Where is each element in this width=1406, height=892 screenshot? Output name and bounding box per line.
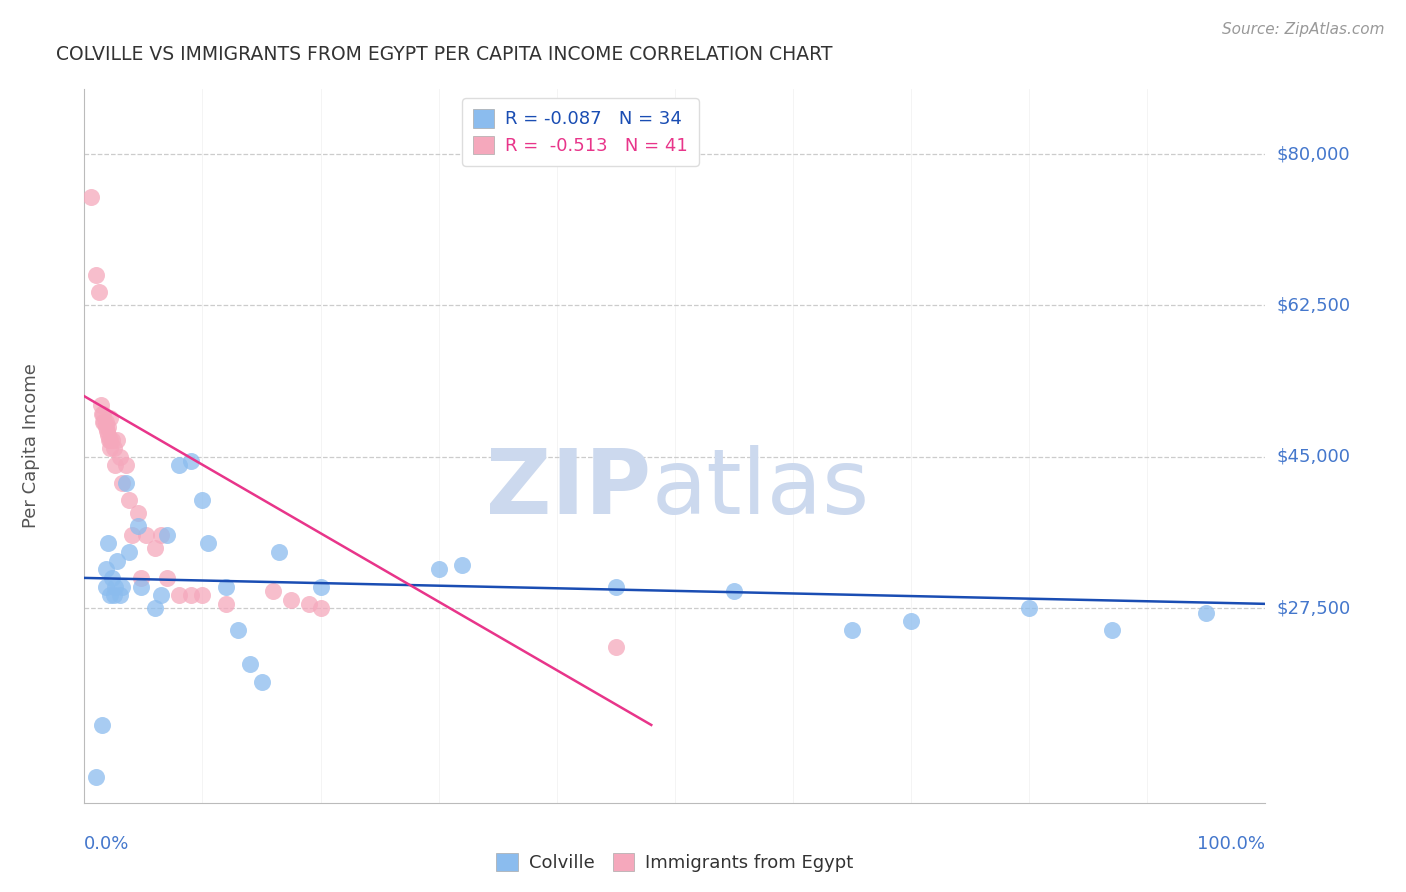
Point <box>129 571 152 585</box>
Point <box>114 458 136 473</box>
Point <box>91 407 114 421</box>
Point <box>250 674 273 689</box>
Text: $80,000: $80,000 <box>1277 145 1350 163</box>
Point <box>180 588 202 602</box>
Point <box>280 592 302 607</box>
Point <box>197 536 219 550</box>
Point <box>215 597 238 611</box>
Point <box>96 424 118 438</box>
Point <box>94 580 117 594</box>
Point <box>98 441 121 455</box>
Point <box>723 583 745 598</box>
Legend: Colville, Immigrants from Egypt: Colville, Immigrants from Egypt <box>489 846 860 880</box>
Point <box>269 545 291 559</box>
Point <box>91 718 114 732</box>
Point <box>129 580 152 594</box>
Point <box>98 588 121 602</box>
Text: Source: ZipAtlas.com: Source: ZipAtlas.com <box>1222 22 1385 37</box>
Point <box>104 580 127 594</box>
Point <box>107 553 129 567</box>
Point <box>167 588 190 602</box>
Point <box>91 415 114 429</box>
Point <box>900 614 922 628</box>
Point <box>451 558 474 572</box>
Point <box>156 527 179 541</box>
Point <box>98 433 121 447</box>
Point <box>87 285 110 300</box>
Point <box>94 415 117 429</box>
Text: atlas: atlas <box>651 445 869 533</box>
Point <box>94 562 117 576</box>
Point <box>94 419 117 434</box>
Point <box>98 410 121 425</box>
Point <box>841 623 863 637</box>
Point <box>298 597 321 611</box>
Point <box>111 580 134 594</box>
Point <box>262 583 284 598</box>
Point <box>143 601 166 615</box>
Point <box>121 527 143 541</box>
Text: $27,500: $27,500 <box>1277 599 1351 617</box>
Point <box>150 527 173 541</box>
Point <box>239 657 262 672</box>
Point <box>100 571 122 585</box>
Point <box>118 545 141 559</box>
Point <box>84 770 107 784</box>
Point <box>309 601 332 615</box>
Point <box>107 433 129 447</box>
Point <box>215 580 238 594</box>
Point <box>180 454 202 468</box>
Point <box>1101 623 1123 637</box>
Point <box>97 419 120 434</box>
Text: COLVILLE VS IMMIGRANTS FROM EGYPT PER CAPITA INCOME CORRELATION CHART: COLVILLE VS IMMIGRANTS FROM EGYPT PER CA… <box>56 45 832 63</box>
Point <box>150 588 173 602</box>
Point <box>309 580 332 594</box>
Point <box>605 580 627 594</box>
Point <box>191 588 214 602</box>
Point <box>108 450 131 464</box>
Text: Per Capita Income: Per Capita Income <box>22 364 41 528</box>
Point <box>1195 606 1218 620</box>
Point <box>167 458 190 473</box>
Point <box>127 519 149 533</box>
Point <box>104 458 127 473</box>
Text: ZIP: ZIP <box>486 445 651 533</box>
Point <box>156 571 179 585</box>
Point <box>103 441 125 455</box>
Point <box>114 475 136 490</box>
Point <box>98 433 121 447</box>
Point <box>111 475 134 490</box>
Point <box>108 588 131 602</box>
Point <box>127 506 149 520</box>
Point <box>97 428 120 442</box>
Point <box>97 536 120 550</box>
Point <box>93 415 115 429</box>
Point <box>427 562 450 576</box>
Point <box>103 588 125 602</box>
Point <box>91 407 114 421</box>
Point <box>118 493 141 508</box>
Point <box>84 268 107 282</box>
Text: 0.0%: 0.0% <box>84 835 129 853</box>
Text: $45,000: $45,000 <box>1277 448 1351 466</box>
Point <box>191 493 214 508</box>
Point <box>226 623 249 637</box>
Point <box>605 640 627 654</box>
Point <box>100 433 122 447</box>
Point <box>1018 601 1040 615</box>
Point <box>143 541 166 555</box>
Point <box>90 398 112 412</box>
Text: 100.0%: 100.0% <box>1198 835 1265 853</box>
Point <box>80 190 103 204</box>
Text: $62,500: $62,500 <box>1277 296 1351 315</box>
Point <box>135 527 157 541</box>
